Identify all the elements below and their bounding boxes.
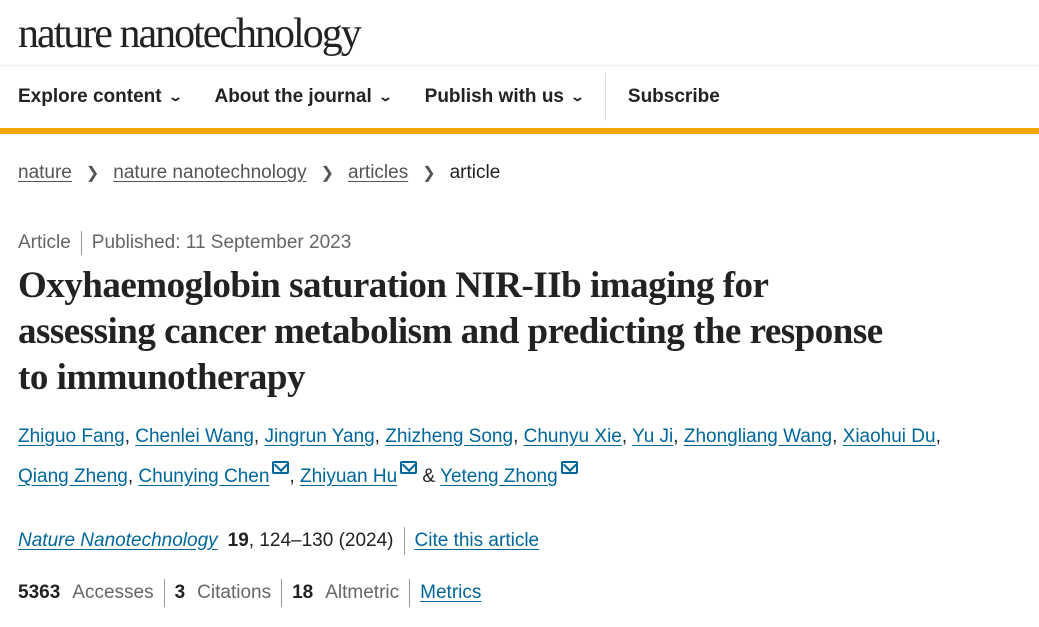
altmetric-label: Altmetric	[325, 582, 400, 603]
author-link[interactable]: Yu Ji	[632, 426, 674, 447]
nav-about-journal[interactable]: About the journal ⌄	[214, 86, 393, 108]
article-meta: Article Published: 11 September 2023	[18, 231, 1021, 255]
breadcrumb-current: article	[449, 162, 501, 183]
divider	[281, 579, 283, 607]
published-date: Published: 11 September 2023	[91, 232, 352, 253]
pages-year: , 124–130 (2024)	[248, 530, 394, 551]
email-icon[interactable]	[400, 461, 418, 474]
chevron-down-icon: ⌄	[377, 89, 393, 104]
brand-header: nature nanotechnology	[0, 0, 1039, 66]
divider	[409, 579, 411, 607]
nav-subscribe[interactable]: Subscribe	[627, 86, 720, 107]
divider	[403, 527, 405, 555]
nav-label: About the journal	[214, 86, 372, 107]
chevron-right-icon: ❯	[320, 165, 335, 182]
citations-count: 3	[174, 582, 186, 603]
author-link[interactable]: Zhizheng Song	[385, 426, 514, 447]
breadcrumb-journal[interactable]: nature nanotechnology	[113, 162, 307, 183]
volume: 19	[227, 530, 249, 551]
accesses-label: Accesses	[72, 582, 154, 603]
chevron-down-icon: ⌄	[569, 89, 586, 104]
author-link[interactable]: Xiaohui Du	[842, 426, 936, 447]
author-link[interactable]: Yeteng Zhong	[440, 466, 558, 487]
author-link[interactable]: Zhiyuan Hu	[299, 466, 398, 487]
author-list: Zhiguo Fang, Chenlei Wang, Jingrun Yang,…	[18, 426, 941, 487]
nav-publish-with-us[interactable]: Publish with us ⌄	[424, 86, 586, 108]
nav-label: Explore content	[18, 86, 162, 107]
accesses-count: 5363	[18, 582, 61, 603]
article-title: Oxyhaemoglobin saturation NIR-IIb imagin…	[18, 265, 883, 398]
author-link[interactable]: Qiang Zheng	[18, 466, 128, 487]
nav-divider	[604, 73, 606, 121]
article-type: Article	[18, 232, 71, 253]
chevron-right-icon: ❯	[85, 165, 100, 182]
author-link[interactable]: Chenlei Wang	[135, 426, 254, 447]
breadcrumb-nature[interactable]: nature	[18, 162, 72, 183]
author-link[interactable]: Zhongliang Wang	[683, 426, 833, 447]
main-nav: Explore content ⌄ About the journal ⌄ Publ…	[0, 66, 1039, 134]
metrics-link[interactable]: Metrics	[420, 582, 482, 603]
nav-label: Publish with us	[424, 86, 564, 107]
nav-explore-content[interactable]: Explore content ⌄	[18, 86, 183, 108]
divider	[80, 231, 82, 255]
author-link[interactable]: Chunyu Xie	[523, 426, 622, 447]
author-link[interactable]: Zhiguo Fang	[18, 426, 125, 447]
altmetric-count: 18	[292, 582, 314, 603]
breadcrumb: nature ❯ nature nanotechnology ❯ articles ❯…	[0, 134, 1039, 184]
chevron-right-icon: ❯	[422, 165, 436, 182]
email-icon[interactable]	[560, 461, 578, 474]
metrics-bar: 5363 Accesses 3 Citations 18 Altmetric Metr…	[18, 579, 1021, 607]
citations-label: Citations	[197, 582, 272, 603]
divider	[163, 579, 165, 607]
journal-logo[interactable]: nature nanotechnology	[18, 11, 362, 57]
chevron-down-icon: ⌄	[167, 89, 183, 104]
author-link[interactable]: Jingrun Yang	[264, 426, 375, 447]
author-link[interactable]: Chunying Chen	[138, 466, 270, 487]
email-icon[interactable]	[272, 461, 290, 474]
breadcrumb-articles[interactable]: articles	[348, 162, 409, 183]
cite-article-link[interactable]: Cite this article	[414, 530, 540, 551]
citation-line: Nature Nanotechnology 19 , 124–130 (2024…	[18, 527, 1021, 555]
journal-link[interactable]: Nature Nanotechnology	[18, 530, 218, 551]
